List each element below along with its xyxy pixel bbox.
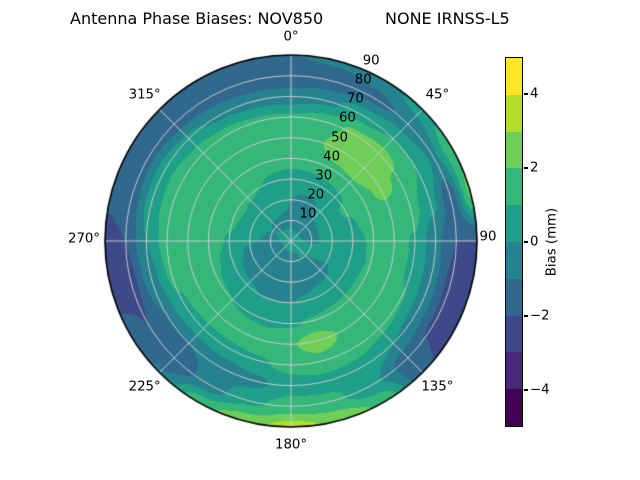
colorbar-band-4 (506, 205, 522, 242)
colorbar-tick-label: 0 (530, 234, 539, 250)
colorbar-band-6 (506, 278, 522, 316)
colorbar-tick-label: −2 (530, 308, 550, 324)
colorbar-tick-mark (524, 389, 528, 391)
radial-tick-label-30: 30 (315, 168, 333, 184)
colorbar (505, 57, 523, 427)
colorbar-tick-mark (524, 167, 528, 169)
radial-tick-label-90: 90 (362, 53, 380, 69)
colorbar-band-8 (506, 352, 522, 390)
colorbar-band-3 (506, 168, 522, 206)
colorbar-band-5 (506, 241, 522, 279)
angular-tick-label-270: 270° (67, 231, 101, 247)
colorbar-band-9 (506, 389, 522, 426)
colorbar-axis-label: Bias (mm) (544, 207, 560, 277)
colorbar-tick-label: 2 (530, 160, 539, 176)
plot-title: Antenna Phase Biases: NOV850 (70, 9, 324, 28)
angular-tick-label-0: 0° (283, 29, 299, 45)
colorbar-band-2 (506, 131, 522, 169)
angular-tick-label-90: 90 (479, 229, 497, 245)
angular-tick-label-135: 135° (421, 379, 454, 395)
angular-tick-label-225: 225° (128, 379, 161, 395)
colorbar-tick-label: 4 (530, 86, 539, 102)
radial-tick-label-80: 80 (354, 72, 372, 88)
colorbar-band-1 (506, 94, 522, 132)
angular-tick-label-180: 180° (274, 437, 308, 453)
colorbar-band-0 (506, 58, 522, 95)
radial-tick-label-70: 70 (346, 91, 364, 107)
radial-tick-label-20: 20 (307, 187, 325, 203)
radial-tick-label-50: 50 (331, 130, 348, 146)
radial-tick-label-40: 40 (323, 149, 341, 165)
radial-tick-label-60: 60 (338, 110, 356, 126)
colorbar-tick-mark (524, 93, 528, 95)
colorbar-tick-mark (524, 241, 528, 243)
colorbar-band-7 (506, 315, 522, 353)
angular-tick-label-315: 315° (128, 87, 161, 103)
radial-tick-label-10: 10 (299, 206, 317, 222)
plot-title-antenna-model: NONE IRNSS-L5 (385, 9, 510, 28)
colorbar-tick-mark (524, 315, 528, 317)
colorbar-tick-label: −4 (530, 382, 550, 398)
angular-tick-label-45: 45° (425, 87, 450, 103)
